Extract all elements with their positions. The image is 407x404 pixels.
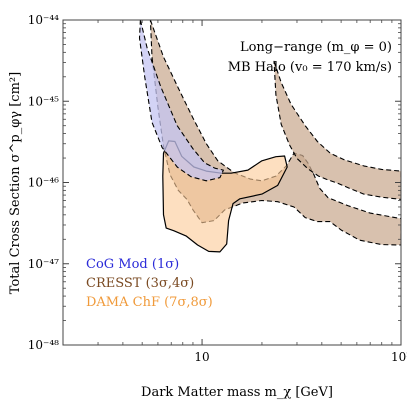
x-axis-title: Dark Matter mass m_χ [GeV] (141, 385, 333, 400)
region-layer (138, 20, 401, 253)
annotation-1: MB Halo (v₀ = 170 km/s) (228, 60, 392, 75)
y-axis-title: Total Cross Section σ^p_φγ [cm²] (8, 72, 23, 294)
y-tick-label-2: 10⁻⁴⁶ (28, 176, 59, 190)
legend-entry-2: DAMA ChF (7σ,8σ) (86, 295, 213, 310)
region-0-0 (138, 20, 224, 182)
y-tick-label-1: 10⁻⁴⁷ (28, 257, 59, 271)
y-tick-label-4: 10⁻⁴⁴ (28, 13, 59, 27)
legend: CoG Mod (1σ) CRESST (3σ,4σ) DAMA ChF (7σ,8… (86, 257, 213, 310)
legend-entry-0: CoG Mod (1σ) (86, 257, 179, 272)
region-1-1 (273, 60, 401, 200)
x-tick-label-0: 10 (194, 350, 209, 364)
y-tick-label-3: 10⁻⁴⁵ (28, 94, 59, 108)
annotation-0: Long−range (m_φ = 0) (240, 40, 392, 55)
legend-entry-1: CRESST (3σ,4σ) (86, 276, 194, 291)
annotation-layer: Long−range (m_φ = 0) MB Halo (v₀ = 170 km… (228, 40, 392, 75)
y-tick-label-0: 10⁻⁴⁸ (28, 338, 59, 352)
axes: 10⁻⁴⁸ 10⁻⁴⁷ 10⁻⁴⁶ 10⁻⁴⁵ 10⁻⁴⁴ 10 10² (28, 13, 407, 364)
x-tick-label-1: 10² (391, 350, 407, 364)
